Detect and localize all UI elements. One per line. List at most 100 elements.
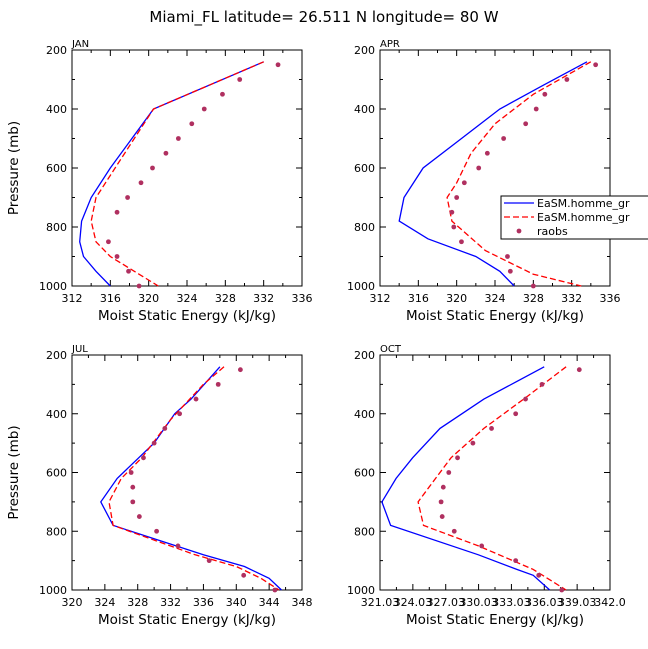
raobs-point-apr bbox=[593, 62, 599, 68]
y-tick-label-oct: 800 bbox=[354, 525, 375, 538]
x-tick-label-oct: 324.03 bbox=[394, 596, 433, 609]
raobs-point-oct bbox=[455, 455, 460, 461]
raobs-point-jul bbox=[241, 572, 247, 578]
y-tick-label-oct: 200 bbox=[354, 349, 375, 362]
y-tick-label-jan: 600 bbox=[46, 162, 67, 175]
raobs-point-jul bbox=[272, 587, 278, 593]
raobs-point-jan bbox=[136, 283, 142, 289]
raobs-point-jul bbox=[215, 381, 221, 387]
y-tick-label-apr: 400 bbox=[354, 103, 375, 116]
raobs-point-jan bbox=[150, 165, 155, 171]
y-axis-label-jan: Pressure (mb) bbox=[6, 121, 22, 215]
raobs-point-apr bbox=[476, 165, 482, 171]
x-tick-label-jul: 336 bbox=[193, 596, 214, 609]
x-tick-label-apr: 336 bbox=[600, 292, 621, 305]
x-axis-label-oct: Moist Static Energy (kJ/kg) bbox=[406, 612, 584, 628]
raobs-point-oct bbox=[513, 558, 519, 564]
plot-frame-jan bbox=[71, 49, 303, 287]
raobs-point-jan bbox=[138, 180, 144, 186]
x-tick-label-jul: 324 bbox=[94, 596, 115, 609]
panel-jul: JUL 320 324 328 332 336 340 344 348 200 400 600 800 1… bbox=[6, 344, 313, 628]
x-tick-label-apr: 328 bbox=[523, 292, 544, 305]
legend-solid-label: EaSM.homme_gr bbox=[537, 197, 630, 210]
raobs-point-oct bbox=[539, 381, 545, 387]
y-tick-label-jul: 400 bbox=[46, 408, 67, 421]
raobs-point-oct bbox=[559, 587, 565, 593]
y-tick-label-jul: 200 bbox=[46, 349, 67, 362]
raobs-point-oct bbox=[451, 528, 457, 534]
raobs-point-apr bbox=[484, 150, 490, 156]
raobs-point-jan bbox=[175, 136, 181, 141]
y-tick-label-apr: 200 bbox=[354, 44, 375, 57]
x-axis-label-jul: Moist Static Energy (kJ/kg) bbox=[98, 612, 276, 628]
raobs-point-oct bbox=[576, 367, 582, 373]
raobs-point-jan bbox=[114, 209, 120, 215]
raobs-point-apr bbox=[449, 209, 455, 215]
x-tick-label-apr: 316 bbox=[408, 292, 429, 305]
raobs-point-oct bbox=[440, 484, 446, 490]
x-tick-label-oct: 333.03 bbox=[492, 596, 531, 609]
y-tick-label-jan: 200 bbox=[46, 44, 67, 57]
y-tick-label-oct: 600 bbox=[354, 467, 375, 480]
legend: EaSM.homme_gr EaSM.homme_gr raobs bbox=[500, 195, 648, 240]
raobs-point-apr bbox=[523, 121, 529, 127]
raobs-point-apr bbox=[501, 136, 507, 141]
raobs-point-apr bbox=[461, 180, 467, 186]
raobs-point-oct bbox=[479, 543, 485, 549]
x-tick-label-jul: 328 bbox=[127, 596, 148, 609]
x-axis-label-jan: Moist Static Energy (kJ/kg) bbox=[98, 308, 276, 324]
raobs-point-jan bbox=[114, 254, 120, 259]
x-tick-label-jan: 332 bbox=[253, 292, 274, 305]
x-tick-label-jan: 312 bbox=[62, 292, 83, 305]
y-tick-label-oct: 400 bbox=[354, 408, 375, 421]
raobs-point-oct bbox=[523, 396, 528, 402]
panel-title-jul: JUL bbox=[71, 344, 88, 355]
x-tick-label-jul: 320 bbox=[62, 596, 83, 609]
model-solid-line-apr bbox=[398, 61, 588, 287]
figure-title: Miami_FL latitude= 26.511 N longitude= 8… bbox=[149, 8, 498, 27]
panel-title-apr: APR bbox=[380, 39, 400, 50]
y-tick-label-jan: 400 bbox=[46, 103, 67, 116]
x-tick-label-oct: 330.03 bbox=[459, 596, 498, 609]
x-axis-label-apr: Moist Static Energy (kJ/kg) bbox=[406, 308, 584, 324]
y-tick-label-jul: 1000 bbox=[39, 584, 67, 597]
raobs-point-jul bbox=[175, 543, 181, 549]
x-tick-label-oct: 327.03 bbox=[426, 596, 465, 609]
raobs-point-oct bbox=[439, 514, 445, 519]
raobs-point-jul bbox=[206, 558, 212, 564]
raobs-point-oct bbox=[446, 470, 452, 475]
plot-frame-oct bbox=[379, 354, 611, 591]
x-tick-label-jul: 332 bbox=[160, 596, 181, 609]
x-tick-label-jan: 328 bbox=[215, 292, 236, 305]
y-tick-label-apr: 600 bbox=[354, 162, 375, 175]
raobs-point-jan bbox=[275, 62, 281, 68]
raobs-point-jan bbox=[125, 195, 130, 200]
raobs-point-jul bbox=[162, 426, 168, 431]
raobs-point-jul bbox=[130, 484, 136, 490]
raobs-point-apr bbox=[533, 106, 539, 112]
y-tick-label-jan: 800 bbox=[46, 221, 67, 234]
raobs-point-jul bbox=[136, 514, 142, 519]
x-tick-label-oct: 339.03 bbox=[558, 596, 597, 609]
y-tick-label-apr: 800 bbox=[354, 221, 375, 234]
x-tick-label-oct: 342.0 bbox=[594, 596, 626, 609]
raobs-point-apr bbox=[459, 239, 464, 245]
panel-jan: JAN 312 316 320 324 328 332 336 200 400 600 800 1000… bbox=[6, 39, 313, 324]
raobs-point-jan bbox=[220, 91, 225, 97]
plot-frame-jul bbox=[71, 354, 303, 591]
raobs-point-jul bbox=[141, 455, 146, 461]
model-dashed-line-jan bbox=[90, 61, 264, 287]
x-tick-label-jan: 336 bbox=[292, 292, 313, 305]
raobs-point-jan bbox=[189, 121, 195, 127]
model-dashed-line-apr bbox=[446, 61, 592, 287]
raobs-point-oct bbox=[513, 411, 519, 417]
raobs-point-apr bbox=[530, 283, 536, 289]
x-tick-label-apr: 312 bbox=[370, 292, 391, 305]
raobs-point-oct bbox=[470, 440, 476, 446]
raobs-point-jul bbox=[128, 470, 134, 475]
raobs-point-apr bbox=[505, 254, 510, 259]
y-tick-label-apr: 1000 bbox=[347, 280, 375, 293]
raobs-point-apr bbox=[564, 77, 570, 82]
model-dashed-line-oct bbox=[417, 366, 567, 591]
